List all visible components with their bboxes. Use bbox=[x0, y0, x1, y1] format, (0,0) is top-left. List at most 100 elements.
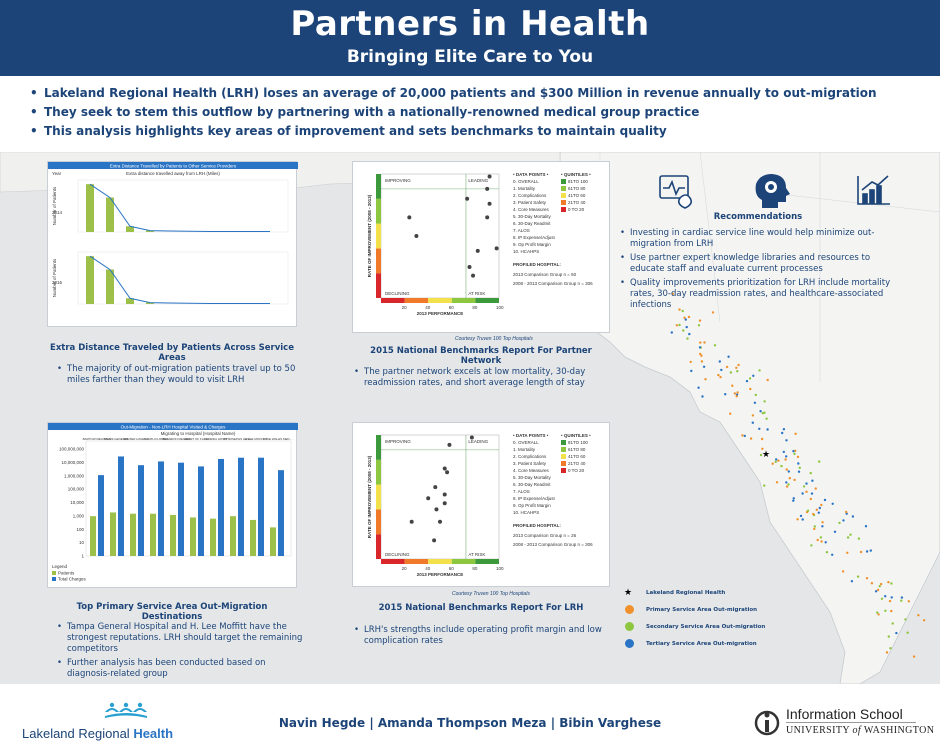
map-dot bbox=[877, 613, 880, 616]
patients-bar bbox=[130, 513, 136, 556]
map-dot bbox=[687, 315, 691, 319]
recommendations: Recommendations Investing in cardiac ser… bbox=[618, 212, 898, 314]
map-dot bbox=[816, 538, 819, 542]
quintile-swatch bbox=[561, 468, 566, 473]
data-point-entry: 9. Op Profit Margin bbox=[513, 503, 551, 508]
data-point-entry: 0. OVERALL bbox=[513, 440, 539, 445]
migration-y-tick: 10 bbox=[79, 540, 85, 545]
benchmark-point bbox=[447, 442, 452, 447]
map-dot bbox=[697, 324, 701, 327]
ischool-name: Information School bbox=[786, 706, 903, 722]
map-dot bbox=[717, 373, 720, 377]
quintile-band bbox=[428, 559, 452, 564]
recommendation-list: Investing in cardiac service line would … bbox=[618, 228, 898, 311]
quintile-band bbox=[381, 559, 405, 564]
map-dot bbox=[682, 329, 685, 332]
y-axis-label: RATE OF IMPROVEMENT (2008 - 2013) bbox=[367, 455, 372, 538]
distance-trend-line bbox=[89, 183, 270, 233]
partner-courtesy: Courtesy Truven 100 Top Hospitals bbox=[455, 336, 533, 342]
profiled-title: PROFILED HOSPITAL: bbox=[513, 523, 561, 528]
row-2016: 2016 bbox=[52, 280, 63, 285]
quintile-band bbox=[376, 248, 381, 274]
quintile-swatch bbox=[561, 207, 566, 212]
map-dot bbox=[841, 570, 845, 573]
legend-primary-dot bbox=[625, 605, 634, 614]
map-dot bbox=[799, 514, 803, 518]
map-dot bbox=[731, 384, 734, 387]
map-dot bbox=[810, 492, 814, 495]
benchmark-point bbox=[433, 485, 438, 490]
map-dot bbox=[737, 363, 740, 367]
benchmark-point bbox=[445, 470, 450, 475]
benchmark-point bbox=[475, 248, 480, 253]
migration-y-tick: 100,000,000 bbox=[59, 447, 85, 452]
quadrant-label: AT RISK bbox=[468, 291, 485, 296]
map-dot bbox=[831, 502, 834, 505]
data-points-title: • DATA POINTS • bbox=[513, 433, 549, 438]
distance-y-label: Number of Patients bbox=[52, 186, 57, 225]
quadrant-plot-area bbox=[380, 173, 500, 299]
data-point-entry: 2. Complications bbox=[513, 193, 547, 198]
lrh-courtesy: Courtesy Truven 100 Top Hospitals bbox=[452, 591, 530, 597]
map-dot bbox=[845, 510, 848, 514]
map-dot bbox=[895, 631, 898, 635]
map-dot bbox=[788, 477, 791, 480]
poster-header: Partners in Health Bringing Elite Care t… bbox=[0, 0, 940, 76]
lrh-star-icon: ★ bbox=[762, 449, 770, 459]
benchmark-point bbox=[485, 186, 490, 191]
charges-bar bbox=[238, 457, 244, 556]
quintile-entry: 0 TO 20 bbox=[568, 207, 585, 212]
map-dot bbox=[880, 597, 884, 600]
migration-notes: Tampa General Hospital and H. Lee Moffit… bbox=[55, 622, 305, 683]
map-dot bbox=[749, 387, 752, 391]
patients-bar bbox=[90, 516, 96, 556]
quintile-entry: 81TO 100 bbox=[568, 440, 588, 445]
distance-chart-panel: Extra Distance Travelled by Patients to … bbox=[47, 161, 298, 327]
hospital-label: ST JOSEPHS HOS… bbox=[224, 437, 253, 441]
map-dot bbox=[690, 369, 693, 373]
data-point-entry: 4. Core Measures bbox=[513, 207, 550, 212]
map-dot bbox=[785, 481, 788, 484]
map-dot bbox=[765, 417, 768, 420]
quintile-band bbox=[376, 459, 381, 485]
recommendations-title: Recommendations bbox=[713, 212, 803, 222]
data-point-entry: 2. Complications bbox=[513, 454, 547, 459]
distance-2016-plot: Number of Patients bbox=[52, 251, 289, 305]
data-point-entry: 3. Patient Safety bbox=[513, 461, 547, 466]
charges-bar bbox=[198, 466, 204, 556]
legend-secondary: Secondary Service Area Out-migration bbox=[646, 624, 766, 630]
map-dot bbox=[794, 432, 797, 435]
map-dot bbox=[869, 549, 872, 552]
map-dot bbox=[711, 311, 715, 314]
migration-y-tick: 1,000,000 bbox=[64, 473, 85, 478]
map-dot bbox=[700, 360, 704, 363]
map-dot bbox=[906, 631, 909, 634]
map-dot bbox=[817, 511, 820, 514]
quadrant-label: AT RISK bbox=[468, 552, 485, 557]
map-dot bbox=[812, 512, 815, 516]
map-dot bbox=[701, 395, 704, 398]
map-dot bbox=[718, 360, 721, 363]
map-dot bbox=[699, 341, 702, 344]
map-dot bbox=[763, 484, 766, 487]
map-dot bbox=[884, 595, 887, 598]
map-dot bbox=[771, 462, 774, 465]
lrh-logo-text: Lakeland Regional Health bbox=[22, 726, 173, 741]
legend-patients: Patients bbox=[58, 571, 75, 576]
lrh-benchmark-panel: IMPROVING LEADING DECLINING AT RISK 20 40 60 80… bbox=[352, 422, 610, 587]
uw-name: UNIVERSITY of WASHINGTON bbox=[786, 725, 934, 736]
intro-bullet: This analysis highlights key areas of im… bbox=[30, 124, 910, 138]
map-dot bbox=[759, 410, 762, 413]
migration-chart-title: Out-Migration - Non-LRH Hospital Visited… bbox=[121, 425, 226, 430]
distance-bar bbox=[126, 298, 134, 304]
profiled-line: 2008 - 2013 Comparison Group n = 306 bbox=[513, 281, 593, 286]
distance-bar bbox=[106, 197, 114, 232]
migration-chart-subtitle: Migrating to Hospital (Hospital Name) bbox=[161, 431, 236, 436]
heart-monitor-icon bbox=[659, 175, 692, 209]
map-dot bbox=[729, 412, 732, 415]
map-dot bbox=[797, 462, 800, 465]
map-dot bbox=[713, 344, 717, 347]
benchmark-point bbox=[494, 246, 499, 251]
poster-subtitle: Bringing Elite Care to You bbox=[346, 47, 594, 67]
x-tick: 20 bbox=[402, 305, 408, 310]
